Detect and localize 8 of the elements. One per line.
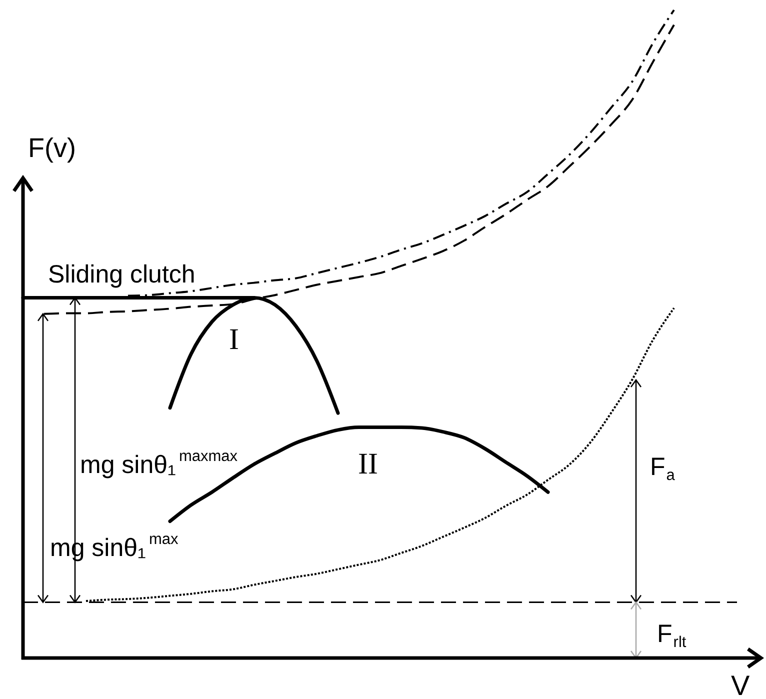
series-label: II [358, 447, 378, 480]
x-axis-title: V [731, 670, 750, 699]
y-axis-title: F(v) [28, 133, 76, 163]
annotation: F$_{rlt}$ [657, 620, 687, 651]
series-label: Sliding clutch [48, 260, 196, 289]
series-label: I [229, 322, 239, 356]
annotation: mg sinθ₁$^{maxmax}$ [80, 448, 238, 479]
annotation: F$_{a}$ [650, 453, 676, 484]
